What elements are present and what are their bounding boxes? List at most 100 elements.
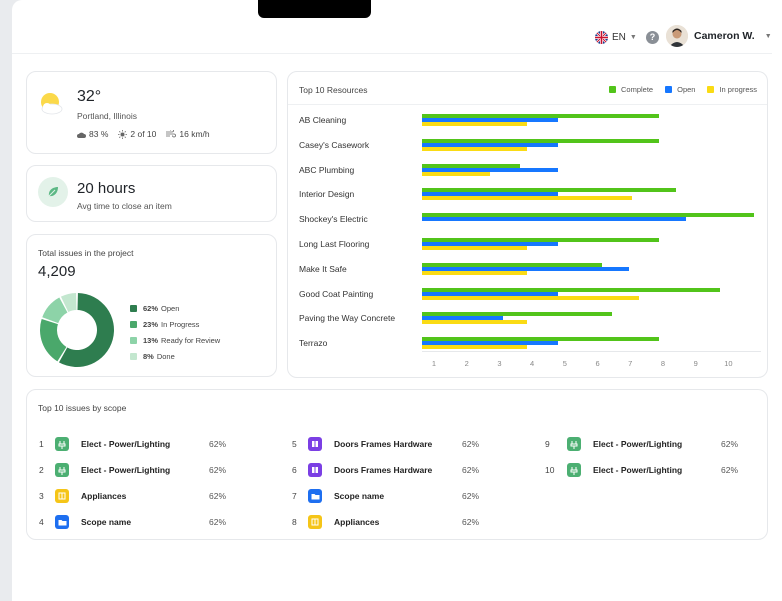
wind-icon — [166, 130, 177, 138]
scope-rank: 4 — [39, 517, 44, 527]
legend-label: In Progress — [161, 319, 200, 329]
bar-open[interactable] — [422, 217, 687, 222]
bar-in-progress[interactable] — [422, 295, 639, 300]
issues-donut-chart — [40, 293, 114, 367]
scope-rank: 10 — [545, 465, 555, 475]
legend-swatch — [609, 86, 616, 93]
bar-in-progress[interactable] — [422, 345, 528, 350]
legend-swatch — [707, 86, 715, 93]
scope-list-item[interactable]: 4 Scope name 62% — [39, 515, 226, 529]
bar-complete[interactable] — [422, 312, 612, 317]
issues-legend-item: 23% In Progress — [130, 316, 220, 332]
electric-icon — [567, 463, 581, 477]
bar-open[interactable] — [422, 142, 558, 147]
donut-slice-done[interactable] — [60, 293, 77, 312]
user-name: Cameron W. — [694, 30, 755, 42]
bar-open[interactable] — [422, 291, 558, 296]
issues-legend: 62% Open 23% In Progress 13% Ready for Review… — [130, 300, 220, 364]
bar-complete[interactable] — [422, 287, 721, 292]
bar-in-progress[interactable] — [422, 171, 490, 176]
bar-open[interactable] — [422, 316, 504, 321]
bar-complete[interactable] — [422, 138, 660, 143]
user-menu[interactable]: Cameron W. ▼ — [666, 25, 772, 47]
donut-slice-ready-for-review[interactable] — [42, 297, 68, 324]
bar-complete[interactable] — [422, 114, 660, 118]
legend-label: Open — [677, 85, 696, 94]
language-selector[interactable]: EN ▼ — [595, 31, 637, 44]
scope-list-item[interactable]: 7 Scope name 62% — [292, 489, 479, 503]
resource-label: Long Last Flooring — [299, 239, 370, 249]
scope-name: Doors Frames Hardware — [334, 439, 433, 449]
scope-list-item[interactable]: 3 Appliances 62% — [39, 489, 226, 503]
temperature: 32° — [77, 88, 102, 105]
scope-percent: 62% — [209, 517, 227, 527]
bar-complete[interactable] — [422, 238, 660, 242]
bar-open[interactable] — [422, 192, 558, 197]
scope-rank: 2 — [39, 465, 44, 475]
avg-time-card: 20 hours Avg time to close an item — [26, 165, 277, 222]
scope-rank: 9 — [545, 439, 550, 449]
resources-legend-item: Complete — [609, 85, 653, 94]
avg-time-value: 20 hours — [77, 180, 136, 197]
legend-label: Ready for Review — [161, 335, 221, 345]
legend-swatch — [130, 352, 137, 360]
legend-swatch — [130, 304, 137, 312]
scope-list-item[interactable]: 8 Appliances 62% — [292, 515, 479, 529]
scope-percent: 62% — [209, 465, 227, 475]
scope-name: Scope name — [81, 517, 132, 527]
appliance-icon — [55, 489, 69, 503]
bar-open[interactable] — [422, 242, 558, 246]
scope-list-item[interactable]: 5 Doors Frames Hardware 62% — [292, 437, 479, 451]
bar-in-progress[interactable] — [422, 270, 528, 275]
door-icon — [308, 437, 322, 451]
legend-label: In progress — [719, 85, 757, 94]
bar-in-progress[interactable] — [422, 196, 633, 201]
bar-in-progress[interactable] — [422, 146, 528, 151]
resource-label: Make It Safe — [299, 263, 347, 274]
bar-in-progress[interactable] — [422, 320, 528, 325]
scope-rank: 3 — [39, 491, 44, 501]
scope-list-item[interactable]: 9 Elect - Power/Lighting 62% — [545, 437, 738, 451]
donut-slice-in-progress[interactable] — [40, 319, 67, 362]
folder-icon — [55, 515, 69, 529]
bar-complete[interactable] — [422, 188, 677, 193]
scope-list-item[interactable]: 10 Elect - Power/Lighting 62% — [545, 463, 738, 477]
top-bar: EN ▼ ? Cameron W. ▼ — [12, 20, 772, 54]
scope-list-item[interactable]: 1 Elect - Power/Lighting 62% — [39, 437, 226, 451]
electric-icon — [567, 437, 581, 451]
bar-complete[interactable] — [422, 213, 755, 218]
bar-complete[interactable] — [422, 337, 660, 342]
bar-complete[interactable] — [422, 163, 521, 168]
bar-open[interactable] — [422, 341, 558, 346]
bar-open[interactable] — [422, 167, 558, 172]
legend-swatch — [665, 86, 673, 93]
uv-stat: 2 of 10 — [118, 129, 156, 139]
avatar — [666, 25, 688, 47]
scope-list-item[interactable]: 6 Doors Frames Hardware 62% — [292, 463, 479, 477]
scope-list-item[interactable]: 2 Elect - Power/Lighting 62% — [39, 463, 226, 477]
x-tick-label: 8 — [660, 359, 666, 368]
scope-rank: 1 — [39, 439, 44, 449]
scope-name: Appliances — [81, 491, 127, 501]
legend-percent: 23% — [143, 319, 159, 329]
legend-percent: 8% — [143, 351, 154, 361]
bar-open[interactable] — [422, 118, 558, 122]
scope-percent: 62% — [209, 491, 227, 501]
x-tick-label: 2 — [464, 359, 469, 368]
scope-rank: 8 — [292, 517, 297, 527]
donut-slice-open[interactable] — [58, 293, 114, 367]
wind-stat: 16 km/h — [166, 129, 210, 139]
resource-label: Terrazo — [299, 338, 328, 349]
bar-complete[interactable] — [422, 262, 602, 267]
help-icon[interactable]: ? — [646, 31, 659, 44]
sun-icon — [118, 129, 128, 139]
issues-legend-item: 62% Open — [130, 300, 220, 316]
bar-in-progress[interactable] — [422, 122, 528, 126]
bar-open[interactable] — [422, 266, 629, 271]
issues-legend-item: 8% Done — [130, 348, 220, 364]
folder-icon — [308, 489, 322, 503]
chevron-down-icon: ▼ — [629, 34, 637, 41]
resource-label: AB Cleaning — [299, 115, 347, 125]
bar-in-progress[interactable] — [422, 246, 528, 250]
scope-percent: 62% — [462, 439, 480, 449]
